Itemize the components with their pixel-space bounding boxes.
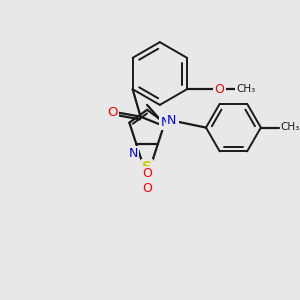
Text: O: O	[107, 106, 117, 119]
Text: O: O	[142, 167, 152, 180]
Text: N: N	[160, 116, 170, 129]
Text: O: O	[214, 83, 224, 96]
Text: CH₃: CH₃	[236, 84, 255, 94]
Text: O: O	[142, 182, 152, 196]
Text: N: N	[167, 114, 176, 127]
Text: S: S	[142, 160, 152, 174]
Text: N: N	[128, 147, 138, 160]
Text: H: H	[169, 116, 178, 129]
Text: CH₃: CH₃	[281, 122, 300, 132]
